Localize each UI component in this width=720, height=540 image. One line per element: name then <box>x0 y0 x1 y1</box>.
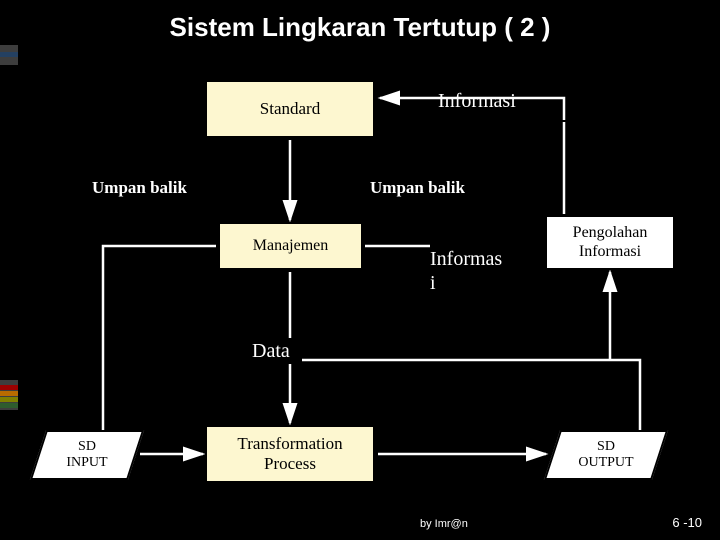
sd-output-l1: SD <box>578 439 633 455</box>
node-pengolahan-l2: Informasi <box>573 243 648 261</box>
node-transform-l1: Transformation <box>237 434 342 454</box>
node-standard-label: Standard <box>260 99 320 119</box>
node-sd-input: SD INPUT <box>38 430 136 480</box>
accent-tick <box>0 385 18 390</box>
node-transform: Transformation Process <box>205 425 375 483</box>
node-transform-l2: Process <box>237 454 342 474</box>
node-standard: Standard <box>205 80 375 138</box>
node-manajemen-label: Manajemen <box>253 237 329 255</box>
accent-tick <box>0 397 18 402</box>
node-pengolahan: Pengolahan Informasi <box>545 215 675 270</box>
sd-input-l2: INPUT <box>66 455 107 471</box>
label-informasi-mid-2: i <box>430 272 436 295</box>
footer-page: 6 -10 <box>672 515 702 530</box>
label-informasi-top: Informasi <box>438 90 516 113</box>
sd-input-l1: SD <box>66 439 107 455</box>
label-umpan-left: Umpan balik <box>92 178 187 198</box>
footer-author: by Imr@n <box>420 518 468 530</box>
node-pengolahan-l1: Pengolahan <box>573 224 648 242</box>
label-umpan-right: Umpan balik <box>370 178 465 198</box>
node-manajemen: Manajemen <box>218 222 363 270</box>
accent-tick <box>0 52 18 57</box>
sd-output-l2: OUTPUT <box>578 455 633 471</box>
label-data: Data <box>252 340 290 363</box>
slide-title: Sistem Lingkaran Tertutup ( 2 ) <box>0 12 720 43</box>
accent-tick <box>0 403 18 408</box>
node-sd-output: SD OUTPUT <box>552 430 660 480</box>
label-informasi-mid-1: Informas <box>430 248 502 271</box>
accent-tick <box>0 391 18 396</box>
